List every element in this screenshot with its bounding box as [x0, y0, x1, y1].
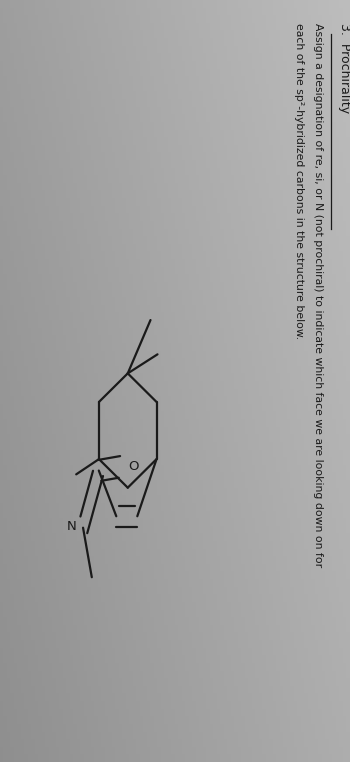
Text: N: N	[67, 520, 77, 533]
Text: each of the sp²-hybridized carbons in the structure below.: each of the sp²-hybridized carbons in th…	[294, 23, 304, 339]
Text: 3.  Prochirality: 3. Prochirality	[338, 23, 350, 113]
Text: O: O	[128, 460, 139, 473]
Text: Assign a designation of re, si, or N (not prochiral) to indicate which face we a: Assign a designation of re, si, or N (no…	[313, 23, 323, 567]
